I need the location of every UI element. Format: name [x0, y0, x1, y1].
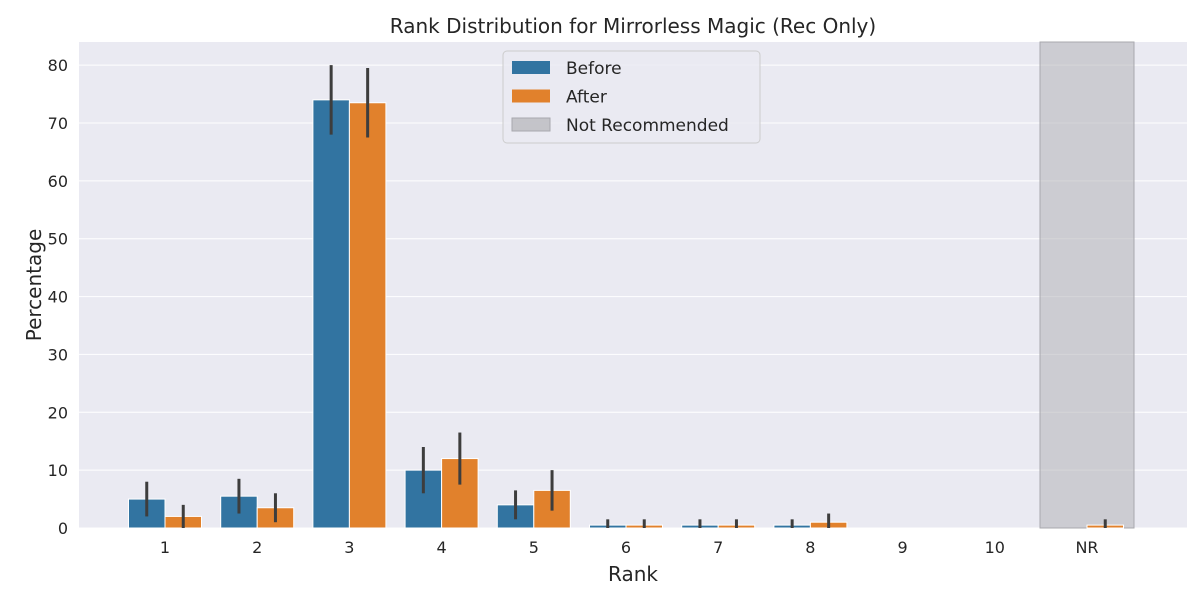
y-axis-label: Percentage	[22, 229, 46, 342]
y-tick-label: 70	[48, 114, 68, 133]
y-tick-label: 20	[48, 403, 68, 422]
x-tick-label: 10	[985, 538, 1005, 557]
y-tick-label: 50	[48, 230, 68, 249]
x-tick-label: 5	[529, 538, 539, 557]
x-tick-label: 4	[437, 538, 447, 557]
legend: Before After Not Recommended	[502, 50, 761, 144]
y-tick-label: 30	[48, 345, 68, 364]
legend-swatch-not-recommended	[511, 117, 551, 132]
x-tick-label: 7	[713, 538, 723, 557]
legend-box	[502, 50, 761, 144]
y-tick-label: 0	[58, 519, 68, 538]
highlight-layer	[1039, 41, 1135, 529]
y-tick-labels: 0 10 20 30 40 50 60 70 80	[48, 56, 68, 538]
x-tick-labels: 1 2 3 4 5 6 7 8 9 10 NR	[160, 538, 1099, 557]
x-tick-label: 9	[898, 538, 908, 557]
bar-before-3	[312, 99, 350, 529]
x-tick-label: 8	[805, 538, 815, 557]
bar-after-3	[348, 102, 387, 529]
legend-label-after: After	[566, 88, 607, 108]
y-tick-label: 60	[48, 172, 68, 191]
x-tick-label: 3	[344, 538, 354, 557]
chart-title: Rank Distribution for Mirrorless Magic (…	[390, 14, 876, 38]
x-tick-label: NR	[1075, 538, 1098, 557]
legend-swatch-after	[512, 89, 550, 103]
x-tick-label: 6	[621, 538, 631, 557]
legend-label-before: Before	[566, 59, 622, 79]
y-tick-label: 80	[48, 56, 68, 75]
legend-swatch-before	[512, 61, 550, 74]
y-tick-label: 40	[48, 288, 68, 307]
not-recommended-band	[1039, 41, 1135, 529]
x-tick-label: 2	[252, 538, 262, 557]
x-axis-label: Rank	[608, 562, 658, 586]
x-tick-label: 1	[160, 538, 170, 557]
legend-label-not-recommended: Not Recommended	[566, 116, 729, 136]
y-tick-label: 10	[48, 461, 68, 480]
error-bars	[145, 65, 1107, 528]
